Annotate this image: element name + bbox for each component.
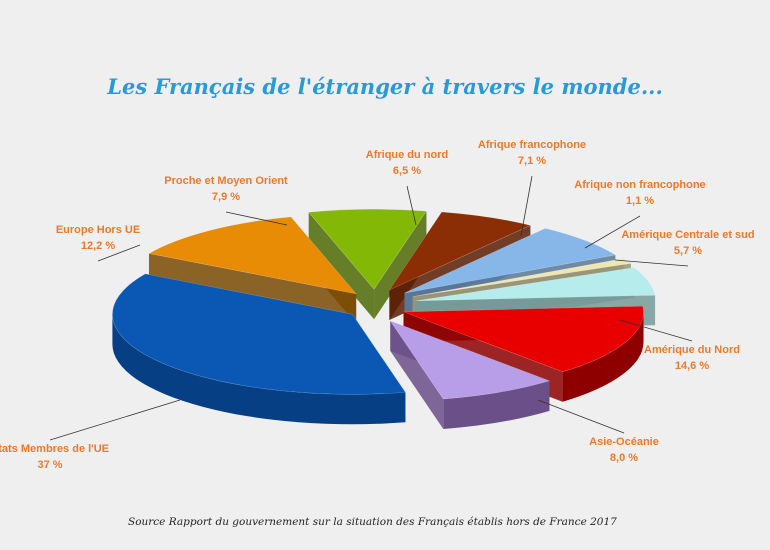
label-value-5: 8,0 % [610,452,638,464]
leader-line-8 [225,211,288,226]
chart-title: Les Français de l'étranger à travers le … [107,74,663,99]
slice-1 [404,228,617,294]
leader-line-7 [97,244,141,262]
slice-wall-5-1 [390,320,444,429]
label-1: Afrique francophone 7,1 % [478,139,586,167]
label-name-8: Proche et Moyen Orient [164,175,288,187]
slice-7 [148,216,357,295]
label-name-1: Afrique francophone [478,139,586,151]
label-0: Afrique du nord 6,5 % [366,149,449,177]
label-name-3: Amérique Centrale et sud [621,229,754,241]
leader-line-4 [619,319,693,342]
label-name-5: Asie-Océanie [589,436,659,448]
slice-4 [403,305,644,373]
label-name-6: Etats Membres de l'UE [0,443,109,455]
slice-side-4 [562,311,644,402]
leader-line-5 [537,399,625,434]
slice-5 [389,320,551,400]
label-value-0: 6,5 % [393,165,421,177]
leader-line-1 [520,175,533,237]
label-value-4: 14,6 % [675,360,709,372]
leader-line-3 [614,259,689,267]
label-value-7: 12,2 % [81,240,115,252]
label-5: Asie-Océanie 8,0 % [589,436,659,464]
label-8: Proche et Moyen Orient 7,9 % [164,175,288,203]
slice-side-6 [112,314,406,425]
slice-8 [308,208,427,290]
label-value-8: 7,9 % [212,191,240,203]
leader-line-2 [584,215,641,249]
slice-0 [388,211,532,291]
label-name-7: Europe Hors UE [56,224,140,236]
leader-line-0 [406,185,417,226]
source-note: Source Rapport du gouvernement sur la si… [128,516,617,528]
label-2: Afrique non francophone 1,1 % [574,179,705,207]
slice-3 [415,267,656,302]
label-7: Europe Hors UE 12,2 % [56,224,140,252]
label-name-2: Afrique non francophone [574,179,705,191]
label-name-0: Afrique du nord [366,149,449,161]
slice-wall-8-1 [374,211,427,320]
slice-6 [112,273,406,395]
label-6: Etats Membres de l'UE 37 % [0,443,109,471]
label-value-6: 37 % [37,459,62,471]
leader-line-6 [49,399,181,441]
label-3: Amérique Centrale et sud 5,7 % [621,229,754,257]
label-4: Amérique du Nord 14,6 % [644,344,740,372]
slice-wall-8-0 [308,212,375,320]
label-value-3: 5,7 % [674,245,702,257]
label-value-2: 1,1 % [626,195,654,207]
label-name-4: Amérique du Nord [644,344,740,356]
label-value-1: 7,1 % [518,155,546,167]
